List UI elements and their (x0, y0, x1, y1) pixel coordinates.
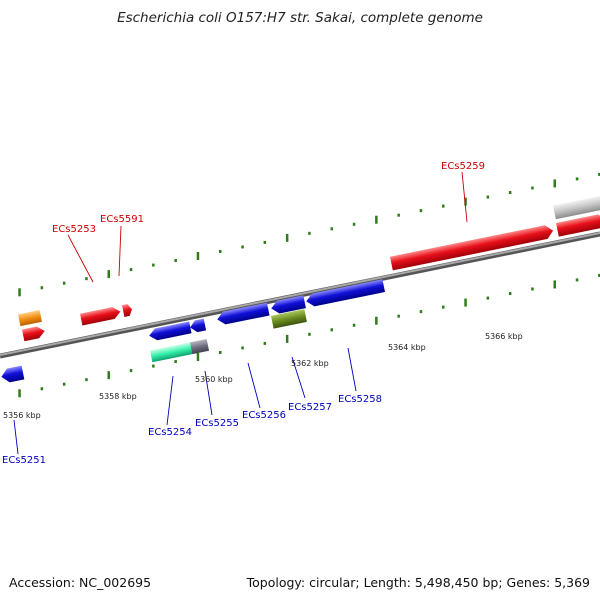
reverse-scale-tick (486, 296, 490, 300)
reverse-scale-tick (575, 278, 579, 282)
reverse-scale-tick (196, 353, 200, 362)
reverse-cds-ecs5254[interactable] (148, 321, 192, 342)
forward-scale-tick (263, 240, 267, 244)
forward-scale-tick (241, 245, 244, 249)
gene-label-ecs5256[interactable]: ECs5256 (242, 410, 286, 421)
forward-scale-tick (174, 259, 177, 263)
label-leaders (13, 171, 468, 455)
reverse-features (0, 279, 386, 384)
reverse-scale-tick (464, 298, 467, 307)
forward-scale-tick (40, 286, 44, 290)
gene-label-ecs5253[interactable]: ECs5253 (52, 224, 96, 235)
forward-scale-tick (442, 204, 445, 208)
forward-scale-tick (330, 227, 333, 231)
scale-label-5360: 5360 kbp (195, 375, 233, 384)
forward-scale-tick (375, 215, 378, 224)
reverse-scale-tick (375, 316, 378, 325)
forward-scale-tick (553, 179, 556, 188)
reverse-scale-tick (107, 371, 110, 380)
forward-scale-tick (531, 186, 534, 190)
gene-label-ecs5591[interactable]: ECs5591 (100, 214, 144, 225)
forward-scale-tick (464, 197, 467, 206)
gene-label-ecs5255[interactable]: ECs5255 (195, 418, 239, 429)
gene-label-ecs5259[interactable]: ECs5259 (441, 161, 485, 172)
forward-scale-ticks (18, 172, 600, 297)
reverse-scale-tick (352, 323, 356, 327)
reverse-scale-tick (553, 280, 556, 289)
gene-label-ecs5254[interactable]: ECs5254 (148, 427, 192, 438)
gene-label-ecs5257[interactable]: ECs5257 (288, 402, 332, 413)
grey-feature[interactable] (553, 195, 600, 220)
scale-label-5366: 5366 kbp (485, 332, 523, 341)
reverse-scale-tick (62, 382, 66, 386)
reverse-scale-tick (442, 305, 445, 309)
forward-scale-tick (85, 277, 88, 281)
forward-cds-ecs5253[interactable] (80, 306, 122, 326)
forward-scale-tick (107, 270, 110, 279)
forward-cds[interactable] (556, 213, 600, 237)
reverse-cds-ecs5251[interactable] (0, 365, 25, 384)
reverse-cds-ecs5258[interactable] (305, 279, 386, 307)
genome-summary-text: Topology: circular; Length: 5,498,450 bp… (246, 575, 590, 590)
forward-cds[interactable] (22, 325, 46, 342)
gene-label-ecs5258[interactable]: ECs5258 (338, 394, 382, 405)
orange-feature[interactable] (18, 309, 42, 327)
scale-label-5364: 5364 kbp (388, 343, 426, 352)
scale-label-5358: 5358 kbp (99, 392, 137, 401)
olive-feature[interactable] (271, 309, 307, 329)
genome-backbone (0, 231, 600, 359)
forward-scale-tick (219, 249, 222, 253)
reverse-scale-ticks (18, 273, 600, 398)
forward-scale-tick (285, 233, 289, 242)
forward-scale-tick (397, 213, 400, 217)
forward-scale-tick (152, 263, 155, 267)
forward-cds-ecs5591[interactable] (122, 303, 133, 317)
forward-scale-tick (62, 281, 66, 285)
dark-grey-feature[interactable] (190, 338, 210, 355)
reverse-scale-tick (152, 364, 155, 368)
reverse-scale-tick (129, 369, 133, 373)
reverse-scale-tick (219, 350, 222, 354)
map-title: Escherichia coli O157:H7 str. Sakai, com… (117, 10, 483, 26)
reverse-scale-tick (285, 334, 289, 343)
reverse-scale-tick (18, 389, 21, 398)
forward-scale-tick (129, 268, 133, 272)
scale-label-5356: 5356 kbp (3, 411, 41, 420)
forward-scale-tick (196, 252, 200, 261)
forward-scale-tick (18, 288, 21, 297)
scale-label-5362: 5362 kbp (291, 359, 329, 368)
reverse-scale-tick (598, 273, 600, 277)
forward-scale-tick (308, 231, 311, 235)
reverse-scale-tick (40, 387, 44, 391)
teal-feature[interactable] (150, 342, 194, 363)
forward-features (18, 195, 600, 342)
forward-scale-tick (575, 177, 579, 181)
reverse-scale-tick (174, 360, 177, 364)
reverse-scale-tick (508, 292, 512, 296)
reverse-scale-tick (263, 341, 267, 345)
reverse-scale-tick (419, 310, 423, 314)
reverse-scale-tick (85, 378, 88, 382)
reverse-scale-tick (241, 346, 244, 350)
accession-text: Accession: NC_002695 (9, 575, 152, 590)
reverse-cds-ecs5256[interactable] (216, 302, 270, 326)
reverse-scale-tick (308, 332, 311, 336)
reverse-scale-tick (397, 314, 400, 318)
reverse-scale-tick (330, 328, 333, 332)
forward-scale-tick (486, 195, 490, 199)
gene-label-ecs5251[interactable]: ECs5251 (2, 455, 46, 466)
reverse-cds-ecs5255[interactable] (189, 318, 207, 334)
forward-cds-ecs5259[interactable] (390, 224, 554, 271)
forward-scale-tick (419, 209, 423, 213)
reverse-cds-ecs5257[interactable] (270, 295, 306, 315)
forward-scale-tick (508, 191, 512, 195)
forward-scale-tick (352, 222, 356, 226)
reverse-scale-tick (531, 287, 534, 291)
forward-scale-tick (598, 172, 600, 176)
